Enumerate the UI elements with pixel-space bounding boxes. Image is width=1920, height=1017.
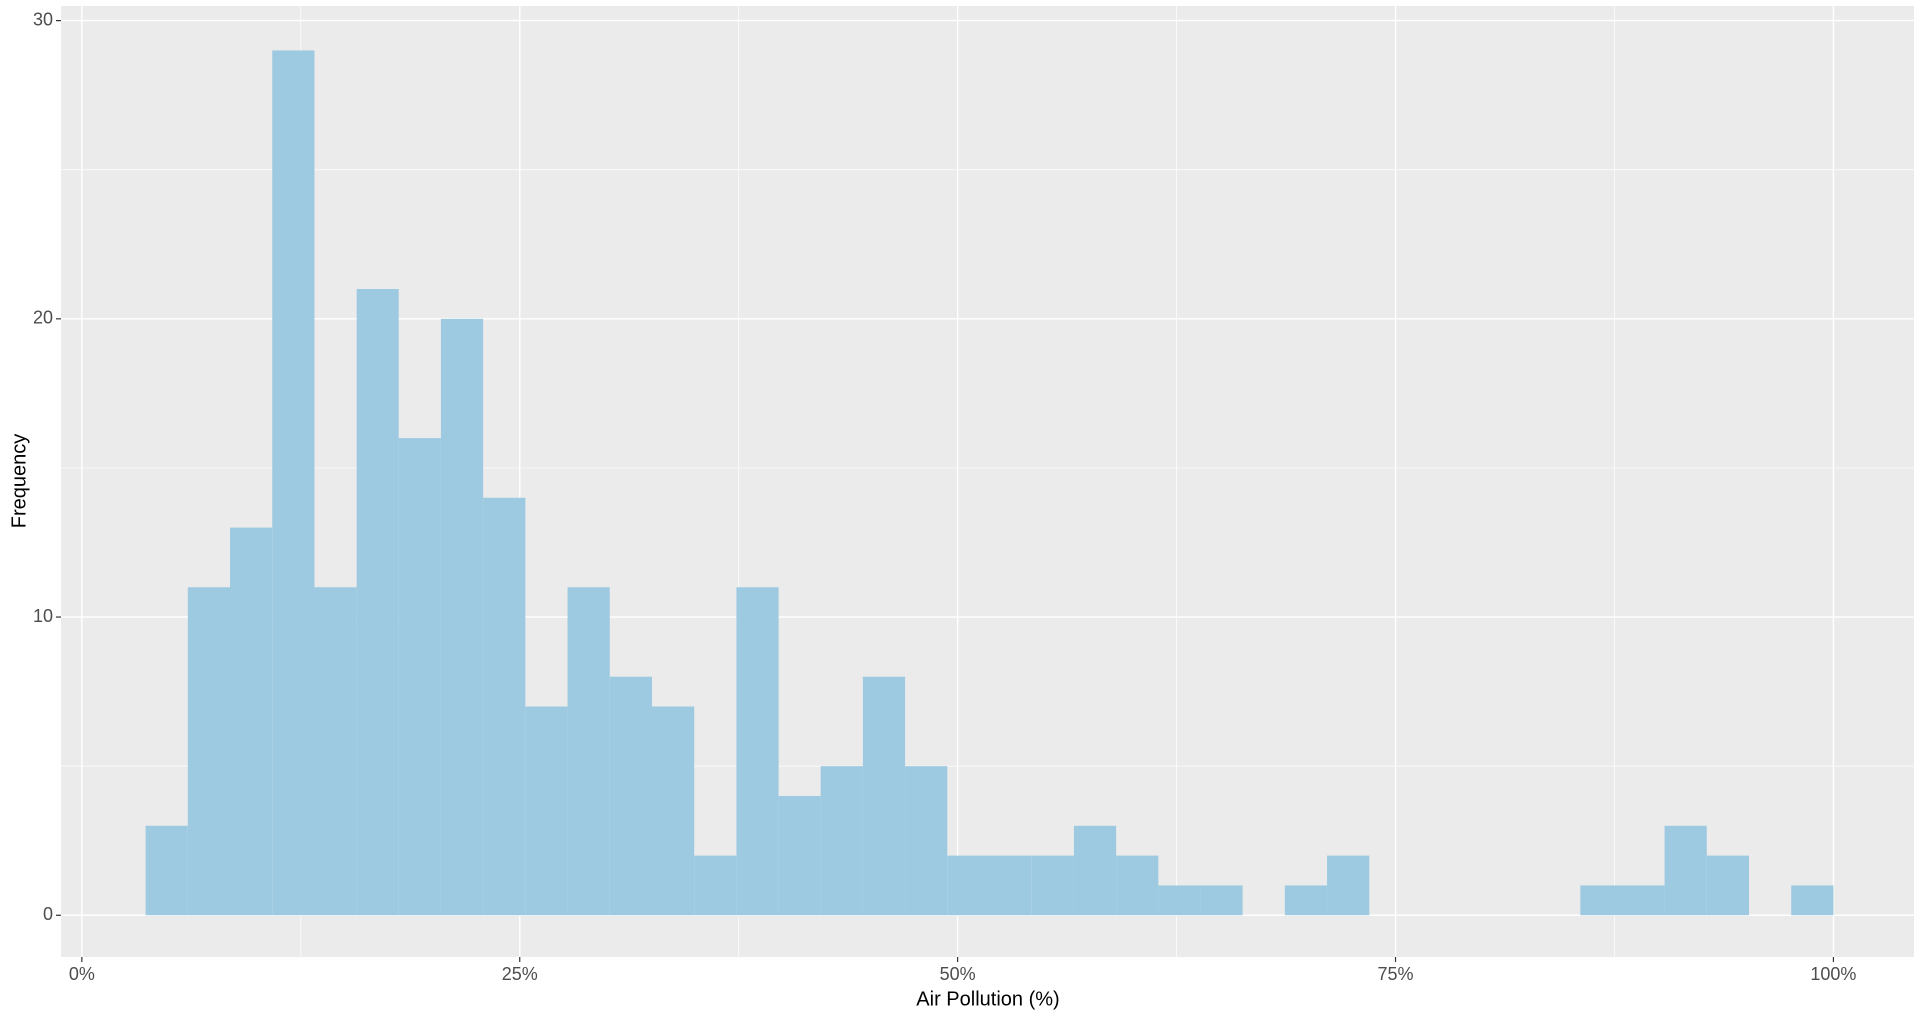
- bar: [187, 587, 231, 916]
- bar: [230, 527, 273, 916]
- bar: [694, 855, 737, 916]
- bar: [1284, 885, 1328, 916]
- bar: [1116, 855, 1159, 916]
- bar: [1622, 885, 1665, 916]
- y-tick-label: 10: [33, 606, 53, 626]
- bar: [1073, 825, 1117, 916]
- x-tick-label: 50%: [940, 964, 976, 984]
- bar: [272, 50, 315, 916]
- x-tick-label: 100%: [1810, 964, 1856, 984]
- bar: [525, 706, 568, 916]
- bar: [651, 706, 695, 916]
- bar: [398, 438, 441, 916]
- x-tick-label: 75%: [1378, 964, 1414, 984]
- bar: [1580, 885, 1623, 916]
- bar: [1158, 885, 1201, 916]
- bar: [314, 587, 357, 916]
- bar: [905, 766, 948, 916]
- x-tick-label: 25%: [502, 964, 538, 984]
- bar: [483, 497, 526, 916]
- y-tick-label: 20: [33, 308, 53, 328]
- bar: [989, 855, 1032, 916]
- bar: [736, 587, 779, 916]
- y-tick-label: 30: [33, 9, 53, 29]
- bar: [1664, 825, 1707, 916]
- bar: [947, 855, 990, 916]
- bar: [1031, 855, 1074, 916]
- bar: [1200, 885, 1243, 916]
- x-tick-label: 0%: [69, 964, 95, 984]
- bar: [1327, 855, 1370, 916]
- y-axis-title: Frequency: [8, 434, 30, 529]
- bar: [1791, 885, 1834, 916]
- bar: [567, 587, 610, 916]
- y-tick-label: 0: [43, 904, 53, 924]
- bar: [1706, 855, 1750, 916]
- bar: [862, 676, 906, 916]
- x-axis-title: Air Pollution (%): [916, 988, 1059, 1010]
- bar: [778, 795, 821, 916]
- bar: [145, 825, 188, 916]
- bar: [356, 289, 399, 916]
- bar: [609, 676, 652, 916]
- bar: [440, 318, 484, 916]
- bar: [820, 766, 863, 916]
